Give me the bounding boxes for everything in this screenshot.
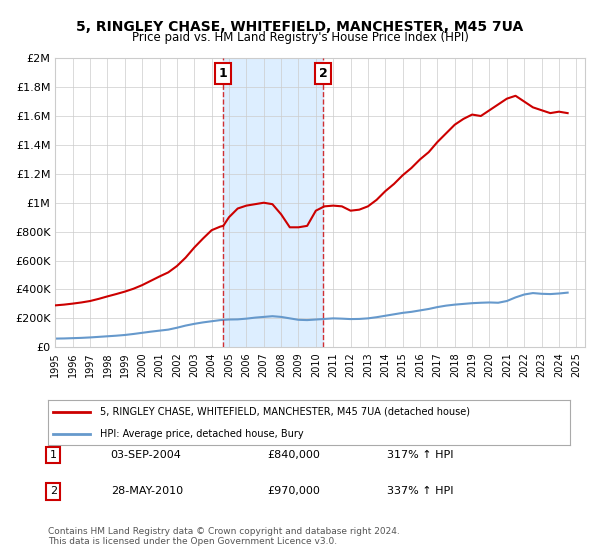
Text: 5, RINGLEY CHASE, WHITEFIELD, MANCHESTER, M45 7UA (detached house): 5, RINGLEY CHASE, WHITEFIELD, MANCHESTER… [100,407,470,417]
Text: 1: 1 [219,67,227,80]
Text: Contains HM Land Registry data © Crown copyright and database right 2024.
This d: Contains HM Land Registry data © Crown c… [48,526,400,546]
Text: 1: 1 [50,450,57,460]
Text: Price paid vs. HM Land Registry's House Price Index (HPI): Price paid vs. HM Land Registry's House … [131,31,469,44]
Text: 317% ↑ HPI: 317% ↑ HPI [388,450,454,460]
Text: 5, RINGLEY CHASE, WHITEFIELD, MANCHESTER, M45 7UA: 5, RINGLEY CHASE, WHITEFIELD, MANCHESTER… [76,20,524,34]
Text: £840,000: £840,000 [267,450,320,460]
Text: HPI: Average price, detached house, Bury: HPI: Average price, detached house, Bury [100,429,304,439]
Text: 337% ↑ HPI: 337% ↑ HPI [388,487,454,496]
Text: 03-SEP-2004: 03-SEP-2004 [110,450,182,460]
Text: £970,000: £970,000 [267,487,320,496]
Bar [223,58,323,347]
Text: 28-MAY-2010: 28-MAY-2010 [110,487,183,496]
Text: 2: 2 [50,487,57,496]
Text: 2: 2 [319,67,328,80]
